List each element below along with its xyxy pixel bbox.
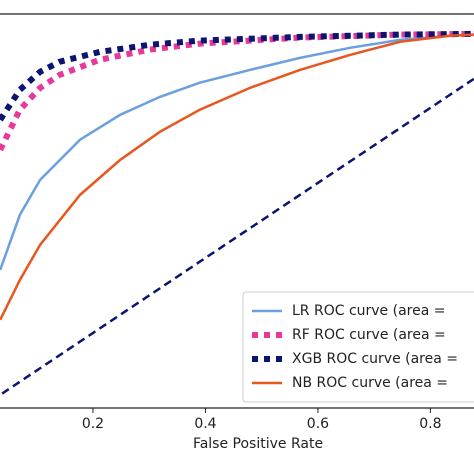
roc-curve — [0, 30, 474, 122]
legend-label: XGB ROC curve (area = — [292, 351, 458, 367]
roc-curve — [0, 33, 474, 321]
x-axis-label: False Positive Rate — [193, 436, 323, 452]
roc-curve — [0, 33, 474, 271]
x-tick-label: 0.2 — [82, 416, 104, 432]
x-tick-label: 0.4 — [194, 416, 216, 432]
legend: LR ROC curve (area = RF ROC curve (area =… — [242, 291, 474, 403]
legend-label: NB ROC curve (area = — [292, 375, 448, 391]
legend-label: RF ROC curve (area = — [292, 327, 446, 343]
diagonal-line — [0, 77, 474, 397]
x-tick-label: 0.8 — [419, 416, 441, 432]
legend-label: LR ROC curve (area = — [292, 303, 446, 319]
legend-box — [242, 291, 474, 403]
x-tick-label: 0.6 — [307, 416, 329, 432]
roc-curve — [0, 30, 474, 152]
